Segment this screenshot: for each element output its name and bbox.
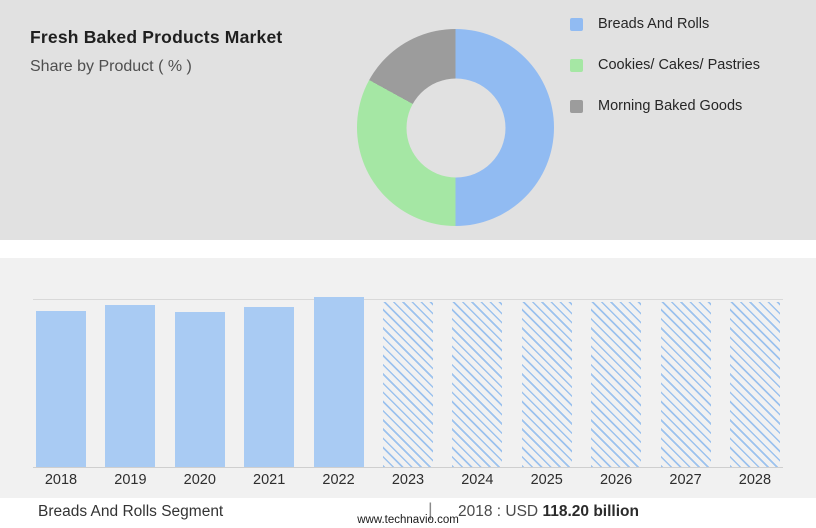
legend-item: Cookies/ Cakes/ Pastries [570, 57, 760, 73]
bar-2025 [521, 302, 572, 467]
page-title: Fresh Baked Products Market [30, 27, 283, 47]
axis-label-2019: 2019 [114, 472, 147, 488]
axis-label-2022: 2022 [322, 472, 355, 488]
bar-2019 [105, 305, 156, 467]
legend-label: Morning Baked Goods [598, 98, 743, 114]
bar-2026 [591, 302, 642, 467]
axis-label-2021: 2021 [253, 472, 286, 488]
footer-value-prefix: 2018 : USD [458, 503, 539, 520]
donut-hole [406, 78, 505, 177]
axis-label-2020: 2020 [183, 472, 216, 488]
x-axis-labels: 2018 2019 2020 2021 2022 2023 2024 2025 2026 2027… [33, 472, 783, 488]
legend-label: Cookies/ Cakes/ Pastries [598, 57, 760, 73]
bar-2023 [382, 302, 433, 467]
legend-swatch [570, 99, 583, 113]
legend-swatch [570, 58, 583, 72]
bar-2020 [174, 312, 225, 467]
footer-separator: | [428, 500, 433, 520]
axis-label-2027: 2027 [669, 472, 702, 488]
legend-label: Breads And Rolls [598, 16, 710, 32]
axis-label-2018: 2018 [44, 472, 78, 488]
bar-2027 [660, 302, 711, 467]
share-panel: Fresh Baked Products Market Share by Pro… [0, 0, 816, 240]
axis-label-2024: 2024 [461, 472, 494, 488]
bar-series [33, 258, 783, 467]
bar-2018 [36, 311, 86, 467]
bar-2021 [244, 307, 295, 467]
footer-value-bold: 118.20 billion [542, 503, 639, 520]
bar-panel: 2018 2019 2020 2021 2022 2023 2024 2025 2026 2027… [0, 258, 816, 498]
bar-2024 [452, 302, 503, 467]
top-gridline [33, 299, 783, 300]
x-axis-line [33, 467, 783, 468]
legend-swatch [570, 17, 583, 31]
page-subtitle: Share by Product ( % ) [30, 58, 192, 75]
legend-item: Morning Baked Goods [570, 98, 760, 114]
segment-label: Breads And Rolls Segment [38, 503, 224, 520]
legend: Breads And Rolls Cookies/ Cakes/ Pastries… [570, 16, 760, 114]
donut-chart [357, 29, 554, 226]
axis-label-2025: 2025 [530, 472, 563, 488]
website-link[interactable]: www.technavio.com [357, 514, 459, 526]
header: Fresh Baked Products Market Share by Pro… [30, 27, 282, 76]
axis-label-2023: 2023 [391, 472, 425, 488]
axis-label-2028: 2028 [738, 472, 772, 488]
footer: Breads And Rolls Segment | 2018 : USD 11… [0, 498, 816, 528]
legend-item: Breads And Rolls [570, 16, 760, 32]
axis-label-2026: 2026 [599, 472, 633, 488]
bar-2028 [729, 302, 780, 467]
bar-2022 [313, 297, 364, 467]
footer-value: 2018 : USD 118.20 billion [458, 503, 639, 521]
